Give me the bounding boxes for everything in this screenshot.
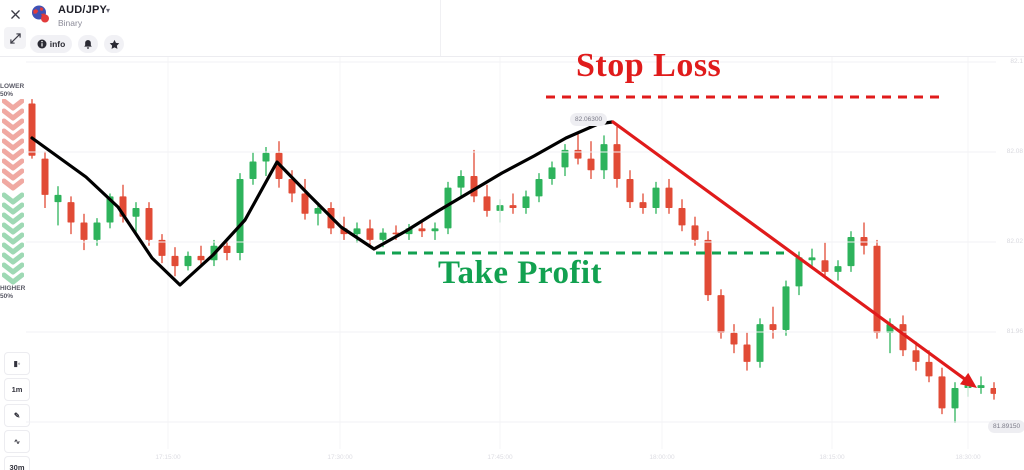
expand-icon[interactable] <box>4 27 26 49</box>
time-tick-label: 18:30:00 <box>955 454 981 461</box>
time-axis: 17:15:00 17:30:00 17:45:00 18:00:00 18:15:00… <box>0 449 1024 470</box>
timeframe-1m-tool[interactable]: 1m <box>4 378 30 401</box>
sentiment-higher: HIGHER 50% <box>0 285 30 301</box>
chart-tool-rail: ▮◦ 1m ✎ ∿ 30m <box>4 352 30 470</box>
sentiment-lower: LOWER 50% <box>0 83 30 99</box>
star-icon <box>109 39 119 49</box>
favorite-button[interactable] <box>104 35 124 53</box>
candlestick-plot[interactable] <box>26 57 996 449</box>
sentiment-lower-value: 50% <box>0 91 14 98</box>
time-tick-label: 18:15:00 <box>819 454 845 461</box>
draw-tool[interactable]: ✎ <box>4 404 30 427</box>
close-icon[interactable] <box>4 3 26 25</box>
sentiment-rail: LOWER 50% HIGHER 50% <box>0 83 26 330</box>
chart-header: AUD/JPY ▾ Binary info <box>0 0 1024 57</box>
chevron-down-icon[interactable]: ▾ <box>106 6 111 15</box>
sentiment-lower-label: LOWER <box>0 83 25 90</box>
stop-loss-annotation: Stop Loss <box>576 47 722 84</box>
sentiment-higher-label: HIGHER <box>0 285 26 292</box>
alerts-button[interactable] <box>78 35 98 53</box>
bell-icon <box>84 39 92 49</box>
header-vertical-divider <box>440 0 441 56</box>
price-tick-label: 82.02 <box>1006 238 1023 245</box>
price-tick-label: 81.96 <box>1006 328 1023 335</box>
chart-type-tool[interactable]: ▮◦ <box>4 352 30 375</box>
time-tick-label: 17:30:00 <box>327 454 353 461</box>
peak-price-badge: 82.06300 <box>570 113 608 126</box>
time-tick-label: 18:00:00 <box>649 454 675 461</box>
time-tick-label: 17:15:00 <box>155 454 181 461</box>
info-button[interactable]: info <box>30 35 72 53</box>
timeframe-30m-tool[interactable]: 30m <box>4 456 30 470</box>
sentiment-higher-value: 50% <box>0 293 14 300</box>
price-tick-label: 82.08 <box>1006 148 1023 155</box>
indicator-tool[interactable]: ∿ <box>4 430 30 453</box>
price-tick-label: 82.1 <box>1010 58 1023 65</box>
info-label: info <box>49 39 66 49</box>
info-icon <box>37 39 47 49</box>
take-profit-annotation: Take Profit <box>438 255 603 291</box>
header-divider <box>0 56 1024 57</box>
last-price-badge: 81.89150 <box>988 420 1024 433</box>
sentiment-chevrons <box>2 99 24 285</box>
asset-subtitle: Binary <box>58 18 83 28</box>
price-axis: 82.1 82.08 82.02 81.96 <box>996 57 1024 449</box>
time-tick-label: 17:45:00 <box>487 454 513 461</box>
asset-logo-icon <box>30 4 50 24</box>
asset-name[interactable]: AUD/JPY <box>58 4 108 16</box>
